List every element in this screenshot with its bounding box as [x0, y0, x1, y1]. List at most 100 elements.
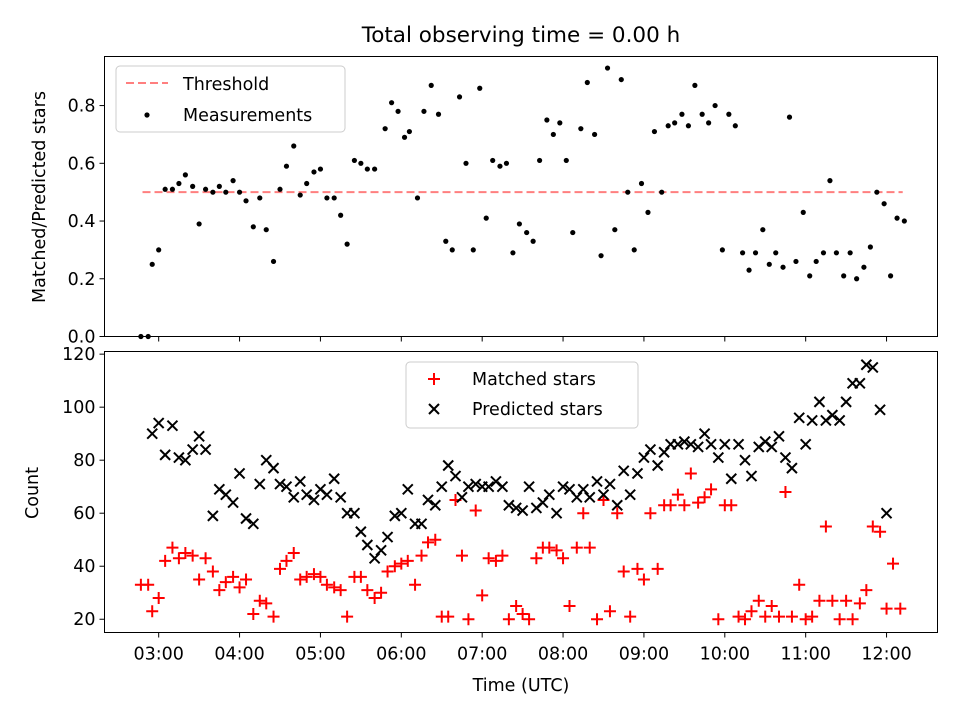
matched-star-point — [455, 549, 468, 562]
predicted-star-point — [470, 478, 482, 490]
measurement-points — [138, 65, 907, 340]
predicted-star-point — [456, 491, 468, 504]
count-x-tick-label: 12:00 — [861, 645, 911, 665]
matched-star-point — [591, 613, 604, 626]
measurement-point — [631, 247, 637, 253]
count-y-tick-label: 20 — [73, 610, 95, 630]
measurement-point — [659, 189, 665, 195]
ratio-legend-box — [115, 65, 346, 133]
matched-star-point — [273, 562, 286, 575]
matched-star-point — [267, 610, 280, 623]
matched-star-point — [637, 573, 650, 586]
matched-star-point — [247, 607, 260, 620]
matched-star-point — [159, 554, 172, 567]
measurement-point — [490, 157, 496, 164]
matched-star-point — [442, 610, 455, 623]
matched-star-point — [684, 467, 697, 480]
matched-star-point — [199, 552, 212, 565]
matched-star-point — [840, 594, 853, 607]
measurement-point — [395, 108, 401, 114]
ratio-y-ticks: 0.0 0.2 0.4 0.6 0.8 — [68, 97, 105, 348]
measurement-point — [414, 195, 421, 201]
matched-star-point — [698, 491, 711, 504]
measurement-point — [578, 126, 584, 132]
matched-star-point — [469, 504, 482, 517]
predicted-star-point — [328, 473, 340, 485]
predicted-star-point — [422, 494, 434, 506]
predicted-star-point — [288, 491, 300, 504]
threshold-legend-label: Threshold — [182, 75, 269, 95]
predicted-star-point — [415, 518, 428, 530]
predicted-star-point — [766, 441, 778, 453]
measurement-point — [291, 143, 297, 149]
predicted-stars-points — [146, 359, 893, 564]
matched-star-point — [193, 573, 206, 586]
matched-star-point — [799, 613, 812, 626]
predicted-star-point — [773, 430, 785, 443]
predicted-star-point — [854, 377, 866, 390]
measurement-point — [331, 195, 337, 201]
predicted-star-point — [389, 510, 401, 522]
measurement-point — [503, 160, 510, 166]
measurement-point — [477, 85, 483, 91]
predicted-star-point — [179, 454, 192, 466]
predicted-star-point — [516, 504, 529, 517]
predicted-star-point — [381, 531, 394, 543]
matched-star-point — [631, 562, 644, 575]
count-x-tick-label: 11:00 — [780, 645, 830, 665]
predicted-star-point — [482, 480, 495, 493]
matched-star-point — [523, 613, 536, 626]
measurement-point — [149, 261, 155, 267]
predicted-star-point — [207, 510, 219, 522]
matched-star-point — [853, 597, 866, 610]
measurement-point — [338, 212, 344, 218]
predicted-star-point — [779, 451, 792, 464]
matched-star-point — [253, 594, 266, 607]
predicted-star-point — [678, 435, 691, 448]
predicted-star-point — [233, 467, 246, 480]
predicted-star-point — [173, 451, 185, 464]
predicted-star-point — [786, 462, 798, 474]
measurement-point — [202, 186, 209, 192]
matched-star-point — [617, 565, 630, 578]
predicted-star-point — [166, 420, 179, 432]
measurement-point — [570, 229, 576, 236]
matched-star-point — [887, 557, 900, 570]
predicted-star-point — [638, 451, 650, 464]
measurement-point — [223, 189, 229, 195]
predicted-star-point — [254, 478, 266, 490]
matched-star-point — [603, 605, 616, 618]
predicted-star-point — [355, 526, 367, 538]
ratio-panel: 0.00.20.40.60.8 Matched/Predicted stars … — [30, 56, 938, 348]
matched-star-point — [489, 554, 502, 567]
matched-star-point — [300, 570, 313, 583]
measurement-point — [672, 120, 678, 126]
measurement-point — [401, 134, 408, 140]
matched-star-point — [846, 613, 859, 626]
predicted-star-point — [436, 480, 448, 493]
measurement-point — [530, 238, 536, 244]
predicted-star-point — [449, 470, 462, 482]
measurement-point — [881, 201, 887, 207]
predicted-star-point — [874, 404, 886, 416]
measurement-point — [230, 178, 236, 184]
matched-star-point — [739, 613, 752, 626]
predicted-star-point — [618, 465, 630, 477]
predicted-star-point — [496, 480, 509, 493]
predicted-star-point — [584, 491, 596, 504]
measurement-point — [372, 166, 378, 172]
measurement-point — [807, 273, 813, 279]
measurement-point — [156, 247, 162, 253]
count-x-tick-label: 05:00 — [295, 645, 345, 665]
measurement-point — [250, 224, 256, 230]
predicted-star-point — [799, 438, 812, 450]
measurement-point — [854, 276, 860, 282]
measurement-point — [297, 192, 303, 198]
measurement-point — [813, 258, 819, 265]
matched-star-point — [860, 584, 873, 597]
measurement-point — [901, 218, 907, 224]
predicted-star-point — [719, 438, 731, 450]
measurement-point — [719, 247, 725, 253]
matched-star-point — [381, 565, 394, 578]
ratio-y-tick-label: 0.6 — [68, 154, 96, 174]
